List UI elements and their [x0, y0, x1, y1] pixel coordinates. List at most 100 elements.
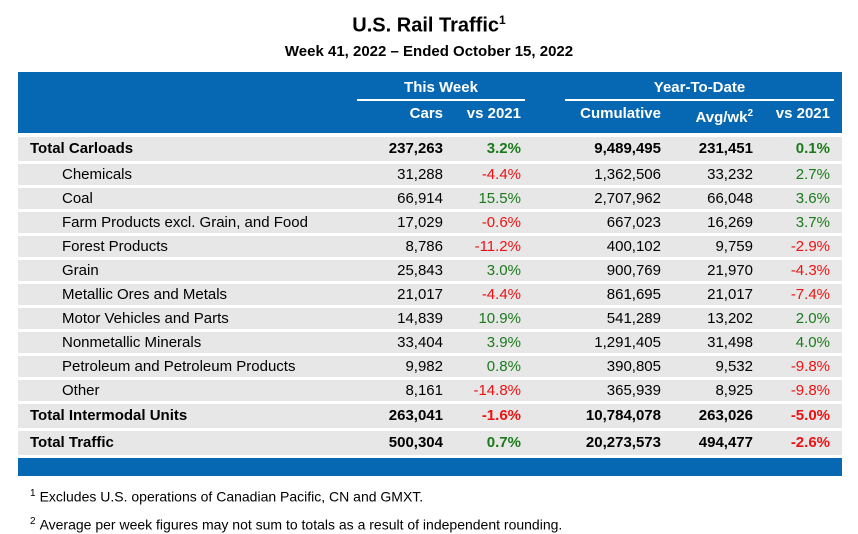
row-label: Total Traffic: [30, 433, 114, 451]
group-spacer: [525, 236, 565, 257]
vs-2021-week-value: -4.4%: [481, 285, 521, 303]
cars-value: 14,839: [397, 309, 443, 327]
table-row: Total Carloads 237,263 3.2% 9,489,495 231,45…: [18, 136, 842, 161]
group-spacer: [525, 332, 565, 353]
vs-2021-week-value: 0.7%: [486, 433, 521, 451]
cumulative-value: 9,489,495: [594, 139, 661, 157]
vs-2021-ytd-value: -7.4%: [790, 285, 830, 303]
vs-2021-ytd-value: -2.6%: [790, 433, 830, 451]
row-label: Coal: [62, 189, 93, 207]
row-label: Nonmetallic Minerals: [62, 333, 202, 351]
table-row: Forest Products 8,786 -11.2% 400,102 9,759 -2…: [18, 235, 842, 257]
table-row: Nonmetallic Minerals 33,404 3.9% 1,291,405 3…: [18, 331, 842, 353]
group-header-this-week: This Week: [357, 79, 525, 101]
cars-value: 237,263: [388, 139, 443, 157]
avg-wk-value: 33,232: [707, 165, 753, 183]
cars-value: 9,982: [405, 357, 443, 375]
col-header-avg-wk-text: Avg/wk: [695, 108, 748, 126]
cumulative-value: 10,784,078: [585, 406, 661, 424]
vs-2021-ytd-value: 0.1%: [795, 139, 830, 157]
vs-2021-ytd-value: -9.8%: [790, 381, 830, 399]
vs-2021-week-value: 3.2%: [486, 139, 521, 157]
cumulative-value: 900,769: [606, 261, 661, 279]
cumulative-value: 400,102: [606, 237, 661, 255]
table-row: Coal 66,914 15.5% 2,707,962 66,048 3.6%: [18, 187, 842, 209]
vs-2021-week-value: 0.8%: [486, 357, 521, 375]
title-footnote-marker: 1: [499, 13, 506, 27]
table-footer-bar: [18, 457, 842, 476]
avg-wk-value: 13,202: [707, 309, 753, 327]
cumulative-value: 20,273,573: [585, 433, 661, 451]
row-label: Farm Products excl. Grain, and Food: [62, 213, 308, 231]
vs-2021-ytd-value: 2.0%: [795, 309, 830, 327]
avg-wk-value: 263,026: [698, 406, 753, 424]
group-spacer: [525, 164, 565, 185]
group-spacer: [525, 212, 565, 233]
footnote-2-marker: 2: [30, 516, 36, 528]
footnote-2-text: Average per week figures may not sum to …: [39, 516, 563, 533]
avg-wk-value: 21,970: [707, 261, 753, 279]
page-title: U.S. Rail Traffic1: [0, 0, 858, 37]
group-spacer: [525, 431, 565, 455]
table-header: This Week Year-To-Date Cars vs 2021 Cumu…: [18, 71, 842, 133]
group-spacer: [525, 137, 565, 161]
table-body: Total Carloads 237,263 3.2% 9,489,495 231,45…: [18, 136, 842, 455]
footnote-1-text: Excludes U.S. operations of Canadian Pac…: [39, 488, 424, 505]
avg-wk-value: 494,477: [698, 433, 753, 451]
cars-value: 8,786: [405, 237, 443, 255]
avg-wk-value: 9,532: [715, 357, 753, 375]
table-row: Chemicals 31,288 -4.4% 1,362,506 33,232 2.7%: [18, 163, 842, 185]
group-spacer: [525, 356, 565, 377]
cumulative-value: 541,289: [606, 309, 661, 327]
cars-value: 66,914: [397, 189, 443, 207]
row-label: Forest Products: [62, 237, 168, 255]
row-label: Chemicals: [62, 165, 133, 183]
cumulative-value: 390,805: [606, 357, 661, 375]
footnote-1: 1 Excludes U.S. operations of Canadian Pa…: [30, 485, 858, 506]
group-spacer: [525, 308, 565, 329]
group-spacer: [525, 260, 565, 281]
row-label: Metallic Ores and Metals: [62, 285, 228, 303]
col-header-avg-wk-footnote-marker: 2: [747, 107, 753, 119]
cumulative-value: 861,695: [606, 285, 661, 303]
row-label: Total Carloads: [30, 139, 134, 157]
table-row: Metallic Ores and Metals 21,017 -4.4% 861,6…: [18, 283, 842, 305]
footnote-2: 2 Average per week figures may not sum to…: [30, 513, 858, 534]
table-row: Farm Products excl. Grain, and Food 17,02…: [18, 211, 842, 233]
group-spacer: [525, 188, 565, 209]
cars-value: 21,017: [397, 285, 443, 303]
vs-2021-ytd-value: 2.7%: [795, 165, 830, 183]
col-header-cars: Cars: [409, 104, 443, 122]
cars-value: 263,041: [388, 406, 443, 424]
row-label: Grain: [62, 261, 99, 279]
cumulative-value: 667,023: [606, 213, 661, 231]
row-label: Total Intermodal Units: [30, 406, 188, 424]
avg-wk-value: 31,498: [707, 333, 753, 351]
group-header-year-to-date: Year-To-Date: [565, 79, 834, 101]
vs-2021-ytd-value: 3.7%: [795, 213, 830, 231]
group-spacer: [525, 380, 565, 401]
group-spacer: [525, 284, 565, 305]
vs-2021-week-value: 10.9%: [478, 309, 521, 327]
col-header-vs-2021-ytd: vs 2021: [775, 104, 830, 122]
column-header-row: Cars vs 2021 Cumulative Avg/wk2 vs 2021: [18, 105, 842, 127]
group-spacer: [525, 404, 565, 428]
page-subtitle: Week 41, 2022 – Ended October 15, 2022: [284, 42, 574, 60]
col-header-vs-2021-week: vs 2021: [466, 104, 521, 122]
vs-2021-week-value: 15.5%: [478, 189, 521, 207]
vs-2021-week-value: -1.6%: [481, 406, 521, 424]
vs-2021-ytd-value: -4.3%: [790, 261, 830, 279]
vs-2021-week-value: 3.0%: [486, 261, 521, 279]
vs-2021-ytd-value: -2.9%: [790, 237, 830, 255]
cars-value: 8,161: [405, 381, 443, 399]
table-row: Total Intermodal Units 263,041 -1.6% 10,784…: [18, 403, 842, 428]
cars-value: 500,304: [388, 433, 443, 451]
avg-wk-value: 9,759: [715, 237, 753, 255]
vs-2021-week-value: -14.8%: [473, 381, 521, 399]
title-text: U.S. Rail Traffic: [352, 14, 500, 37]
avg-wk-value: 8,925: [715, 381, 753, 399]
row-label: Other: [62, 381, 100, 399]
avg-wk-value: 21,017: [707, 285, 753, 303]
avg-wk-value: 231,451: [698, 139, 753, 157]
